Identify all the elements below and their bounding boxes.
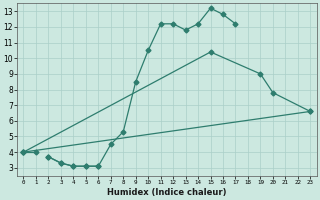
X-axis label: Humidex (Indice chaleur): Humidex (Indice chaleur)	[107, 188, 227, 197]
